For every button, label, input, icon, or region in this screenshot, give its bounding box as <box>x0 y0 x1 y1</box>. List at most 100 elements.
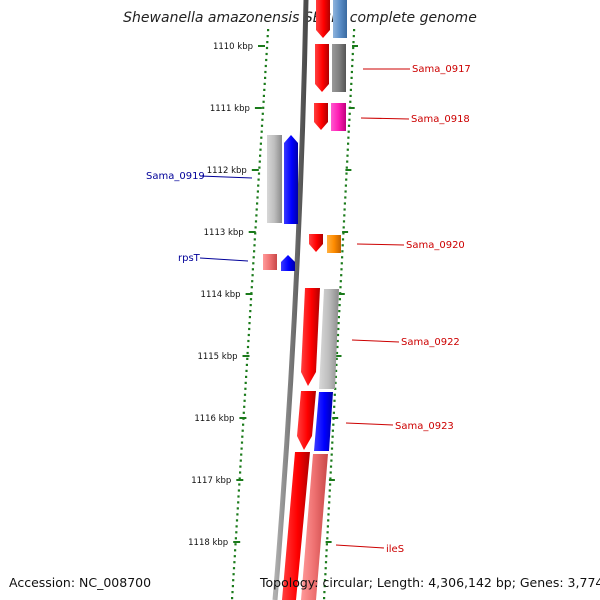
track-dot <box>249 310 252 313</box>
track-dot <box>265 58 268 62</box>
gene-label-sama-0922[interactable]: Sama_0922 <box>401 337 460 348</box>
gene-label-sama-0918[interactable]: Sama_0918 <box>411 114 470 125</box>
track-dot <box>334 387 337 390</box>
track-dot <box>337 322 340 325</box>
dotted-tracks <box>231 29 356 600</box>
track-dot <box>337 316 340 319</box>
track-dot <box>243 405 246 408</box>
track-dot <box>262 94 265 97</box>
track-dot <box>329 471 332 474</box>
track-dot <box>242 411 245 414</box>
track-dot <box>351 64 354 68</box>
track-dot <box>259 154 262 157</box>
track-dot <box>267 29 270 32</box>
track-dot <box>333 393 336 396</box>
track-dot <box>349 88 352 91</box>
gene-block <box>301 454 328 600</box>
track-dot <box>343 208 346 211</box>
track-dot <box>251 274 254 277</box>
track-dot <box>244 381 247 384</box>
track-dot <box>248 327 251 331</box>
track-dot <box>238 483 241 486</box>
track-dot <box>353 29 356 32</box>
track-dot <box>338 304 341 307</box>
track-dot <box>256 202 259 205</box>
track-dot <box>266 41 269 44</box>
track-dot <box>234 537 237 540</box>
track-dot <box>326 531 329 534</box>
track-dot <box>329 483 332 486</box>
track-dot <box>341 256 344 259</box>
track-dot <box>258 166 261 169</box>
tick-label: 1110 kbp <box>213 42 253 52</box>
track-dot <box>347 130 350 133</box>
track-dot <box>342 220 346 223</box>
tick-label: 1111 kbp <box>210 104 250 114</box>
gene-label-sama-0919[interactable]: Sama_0919 <box>146 171 205 182</box>
track-dot <box>249 298 253 301</box>
track-dot <box>242 423 245 426</box>
tick-label: 1115 kbp <box>197 352 237 362</box>
gene-label-rpst[interactable]: rpsT <box>178 253 201 264</box>
track-dot <box>332 423 335 426</box>
gene-label-sama-0917[interactable]: Sama_0917 <box>412 64 471 75</box>
track-dot <box>350 76 353 79</box>
track-dot <box>335 357 338 360</box>
track-dot <box>341 250 344 253</box>
track-dot <box>325 549 328 552</box>
track-dot <box>239 465 242 468</box>
tick-label: 1118 kbp <box>188 538 228 548</box>
track-dot <box>248 316 251 319</box>
track-dot <box>233 561 236 564</box>
track-dot <box>350 70 353 74</box>
track-dot <box>254 232 257 235</box>
track-dot <box>235 525 238 528</box>
track-dot <box>231 585 234 588</box>
gene-label-sama-0923[interactable]: Sama_0923 <box>395 421 454 432</box>
track-dot <box>325 555 328 558</box>
track-dot <box>329 465 333 468</box>
track-dot <box>335 351 339 355</box>
track-dot <box>262 100 265 103</box>
track-dot <box>328 489 331 492</box>
track-dot <box>333 405 336 408</box>
track-dot <box>236 513 239 516</box>
gene-block <box>281 255 295 271</box>
track-dot <box>341 244 344 247</box>
track-dot <box>339 286 342 289</box>
gene-block <box>309 234 323 252</box>
track-dot <box>252 262 255 265</box>
track-dot <box>265 46 269 50</box>
track-dot <box>352 41 355 44</box>
track-dot <box>235 531 238 534</box>
track-dot <box>264 76 267 79</box>
gene-block <box>315 44 329 92</box>
gene-block <box>297 391 316 450</box>
track-dot <box>325 543 328 546</box>
track-dot <box>233 555 236 558</box>
track-dot <box>249 304 252 307</box>
gene-block <box>267 135 282 223</box>
gene-label-sama-0920[interactable]: Sama_0920 <box>406 240 465 251</box>
track-dot <box>350 82 353 85</box>
track-dot <box>340 262 343 265</box>
track-dot <box>327 513 330 516</box>
gene-label-iles[interactable]: ileS <box>386 544 404 555</box>
gene-block <box>282 452 310 600</box>
track-dot <box>265 52 268 56</box>
track-dot <box>326 525 329 528</box>
track-dot <box>330 447 334 450</box>
track-dot <box>344 184 347 187</box>
track-dot <box>339 280 342 283</box>
track-dot <box>351 52 354 56</box>
track-dot <box>347 136 350 139</box>
track-dot <box>337 327 340 331</box>
track-dot <box>323 597 326 600</box>
track-dot <box>344 190 347 193</box>
gene-blocks <box>263 0 347 600</box>
track-dot <box>335 363 338 366</box>
track-dot <box>327 519 330 522</box>
track-dot <box>260 136 263 139</box>
track-dot <box>235 519 239 522</box>
track-dot <box>231 597 234 600</box>
